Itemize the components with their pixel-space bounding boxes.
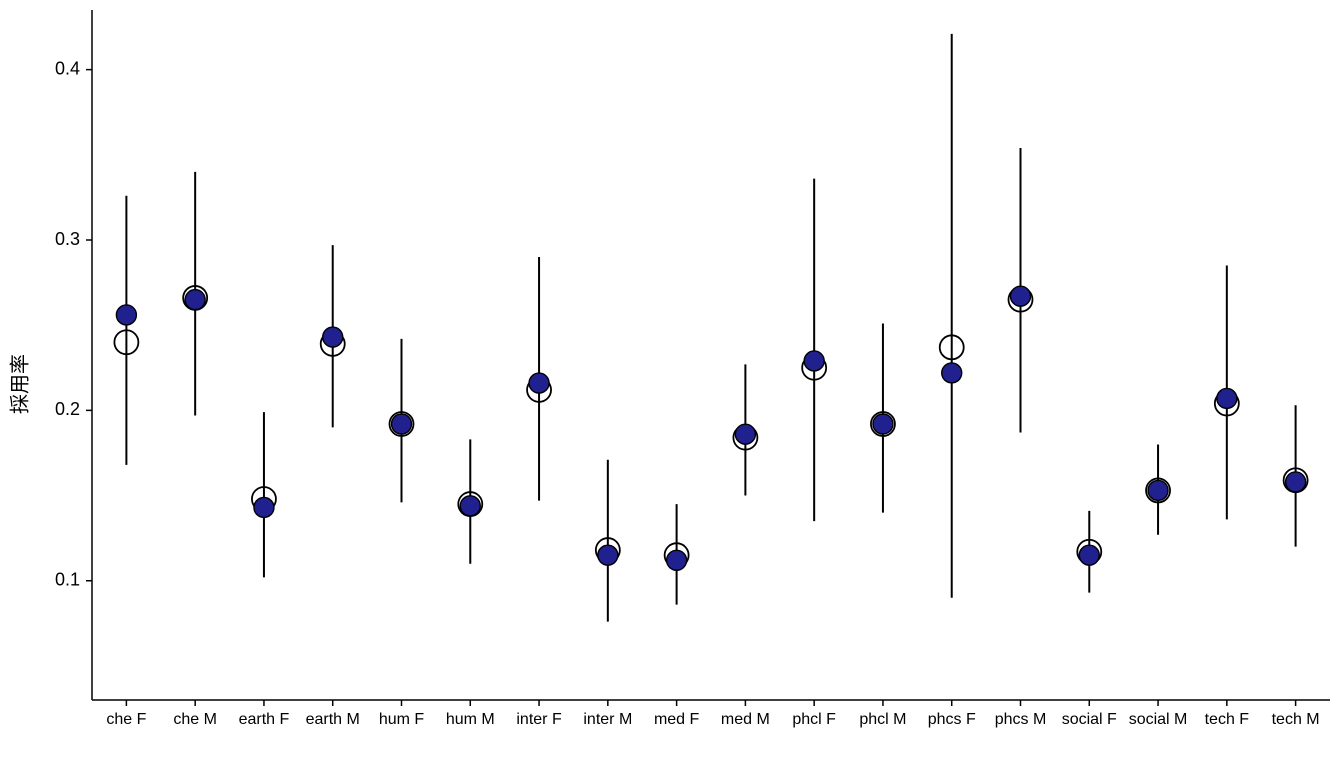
x-tick-label: phcl M bbox=[859, 711, 906, 728]
filled-marker bbox=[1217, 388, 1237, 408]
x-tick-label: che F bbox=[106, 711, 146, 728]
y-tick-label: 0.1 bbox=[55, 569, 80, 589]
filled-marker bbox=[460, 496, 480, 516]
x-tick-label: earth M bbox=[306, 711, 360, 728]
filled-marker bbox=[598, 545, 618, 565]
x-tick-label: med F bbox=[654, 711, 700, 728]
filled-marker bbox=[1011, 286, 1031, 306]
x-tick-label: med M bbox=[721, 711, 770, 728]
filled-marker bbox=[804, 351, 824, 371]
filled-marker bbox=[529, 373, 549, 393]
filled-marker bbox=[392, 414, 412, 434]
chart-svg: 0.1 0.2 0.3 0.4 che F che M earth F earth M hum … bbox=[0, 0, 1344, 768]
filled-marker bbox=[942, 363, 962, 383]
filled-marker bbox=[1148, 480, 1168, 500]
x-tick-label: social F bbox=[1062, 711, 1117, 728]
filled-marker bbox=[323, 327, 343, 347]
x-tick-label: earth F bbox=[239, 711, 290, 728]
y-tick-label: 0.2 bbox=[55, 399, 80, 419]
point-interval-chart: 採用率 0.1 0.2 0.3 0.4 che F che M earth F earth M… bbox=[0, 0, 1344, 768]
filled-marker bbox=[254, 497, 274, 517]
x-tick-label: che M bbox=[173, 711, 217, 728]
y-tick-label: 0.4 bbox=[55, 58, 80, 78]
x-tick-label: phcs M bbox=[995, 711, 1047, 728]
filled-marker bbox=[1079, 545, 1099, 565]
filled-marker bbox=[667, 550, 687, 570]
x-tick-label: inter M bbox=[583, 711, 632, 728]
x-tick-label: hum F bbox=[379, 711, 425, 728]
filled-marker bbox=[116, 305, 136, 325]
x-tick-label: hum M bbox=[446, 711, 495, 728]
filled-marker bbox=[735, 424, 755, 444]
filled-marker bbox=[185, 290, 205, 310]
x-tick-label: phcl F bbox=[792, 711, 836, 728]
y-axis-title: 採用率 bbox=[4, 354, 33, 414]
x-tick-label: phcs F bbox=[928, 711, 976, 728]
x-tick-label: social M bbox=[1129, 711, 1188, 728]
y-tick-label: 0.3 bbox=[55, 229, 80, 249]
x-tick-label: tech F bbox=[1205, 711, 1250, 728]
x-tick-label: tech M bbox=[1272, 711, 1320, 728]
filled-marker bbox=[873, 414, 893, 434]
x-tick-label: inter F bbox=[516, 711, 562, 728]
filled-marker bbox=[1286, 472, 1306, 492]
